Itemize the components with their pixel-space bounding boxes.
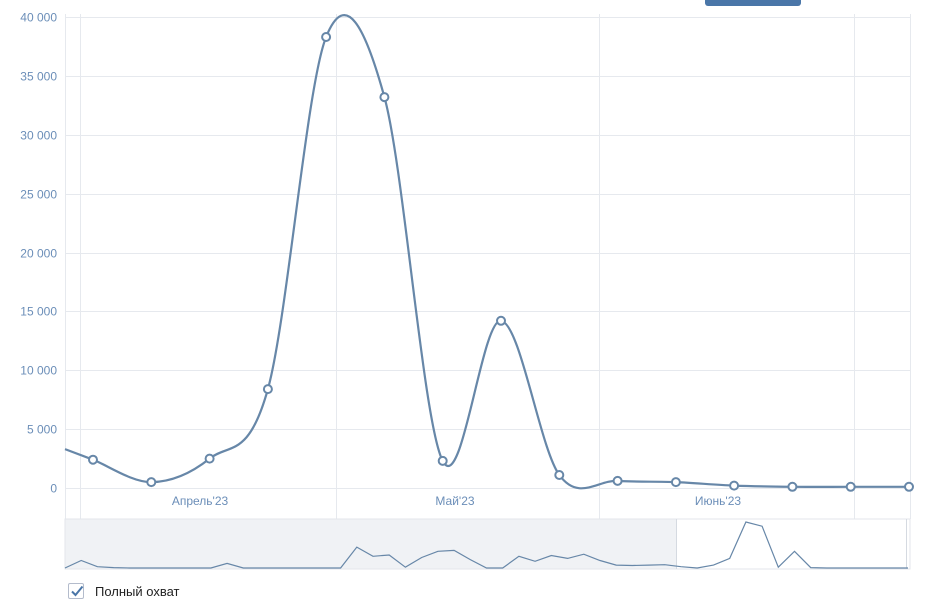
top-action-button[interactable] xyxy=(705,0,801,6)
y-axis: 0 5 000 10 000 15 000 20 000 25 000 30 000 35 0… xyxy=(20,11,57,496)
y-tick-label: 25 000 xyxy=(20,188,57,202)
y-tick-label: 30 000 xyxy=(20,129,57,143)
data-point[interactable] xyxy=(787,481,798,492)
y-tick-label: 35 000 xyxy=(20,70,57,84)
x-axis: Апрель'23 Май'23 Июнь'23 xyxy=(172,494,742,508)
series-points[interactable] xyxy=(88,32,914,492)
full-reach-checkbox[interactable] xyxy=(68,583,84,599)
y-tick-label: 5 000 xyxy=(27,423,57,437)
data-point[interactable] xyxy=(670,477,681,488)
navigator-mask-left[interactable] xyxy=(65,519,677,569)
data-point[interactable] xyxy=(262,384,273,395)
data-point[interactable] xyxy=(904,481,914,492)
range-navigator[interactable] xyxy=(64,518,911,570)
navigator-series-line xyxy=(64,521,908,569)
data-point[interactable] xyxy=(437,455,448,466)
y-tick-label: 40 000 xyxy=(20,11,57,25)
y-tick-label: 20 000 xyxy=(20,247,57,261)
data-point[interactable] xyxy=(379,92,390,103)
checkmark-icon xyxy=(71,585,84,597)
data-point[interactable] xyxy=(321,32,332,42)
x-tick-label: Апрель'23 xyxy=(172,494,229,508)
data-point[interactable] xyxy=(729,480,740,491)
data-point[interactable] xyxy=(496,315,506,326)
chart-grid xyxy=(65,14,911,519)
legend-label: Полный охват xyxy=(95,583,180,599)
data-point[interactable] xyxy=(146,477,157,488)
legend-item-full-reach[interactable]: Полный охват xyxy=(68,581,180,601)
y-tick-label: 0 xyxy=(50,482,57,496)
data-point[interactable] xyxy=(612,475,623,486)
y-tick-label: 15 000 xyxy=(20,305,57,319)
x-tick-label: Май'23 xyxy=(435,494,474,508)
data-point[interactable] xyxy=(554,470,565,480)
data-point[interactable] xyxy=(845,481,856,492)
y-tick-label: 10 000 xyxy=(20,364,57,378)
data-point[interactable] xyxy=(88,454,98,465)
series-line xyxy=(64,14,909,490)
data-point[interactable] xyxy=(204,453,215,464)
reach-line-chart: 0 5 000 10 000 15 000 20 000 25 000 30 000 35 0… xyxy=(20,11,914,570)
x-tick-label: Июнь'23 xyxy=(695,494,741,508)
